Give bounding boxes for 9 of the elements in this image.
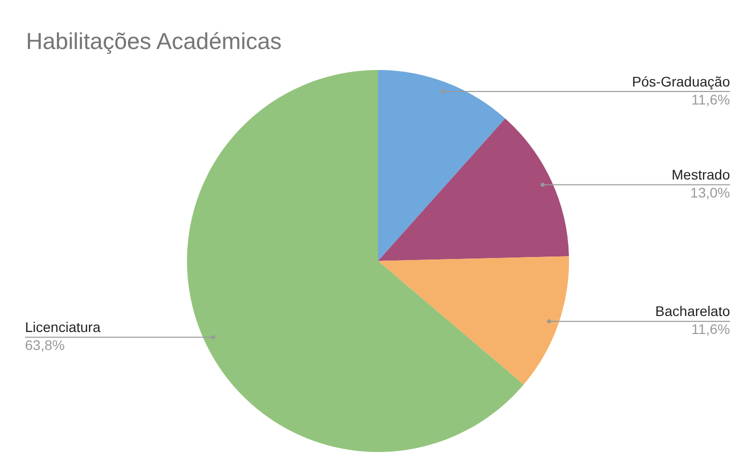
- data-label: 11,6%: [691, 321, 730, 338]
- slice-label: Licenciatura: [25, 319, 101, 336]
- data-label: 11,6%: [691, 91, 730, 108]
- slice-label: Mestrado: [672, 166, 730, 183]
- slice-label: Pós-Graduação: [632, 73, 730, 90]
- data-label: 13,0%: [690, 184, 730, 201]
- chart-title: Habilitações Académicas: [26, 28, 282, 55]
- slice-label: Bacharelato: [655, 303, 730, 320]
- data-label: 63,8%: [25, 337, 65, 354]
